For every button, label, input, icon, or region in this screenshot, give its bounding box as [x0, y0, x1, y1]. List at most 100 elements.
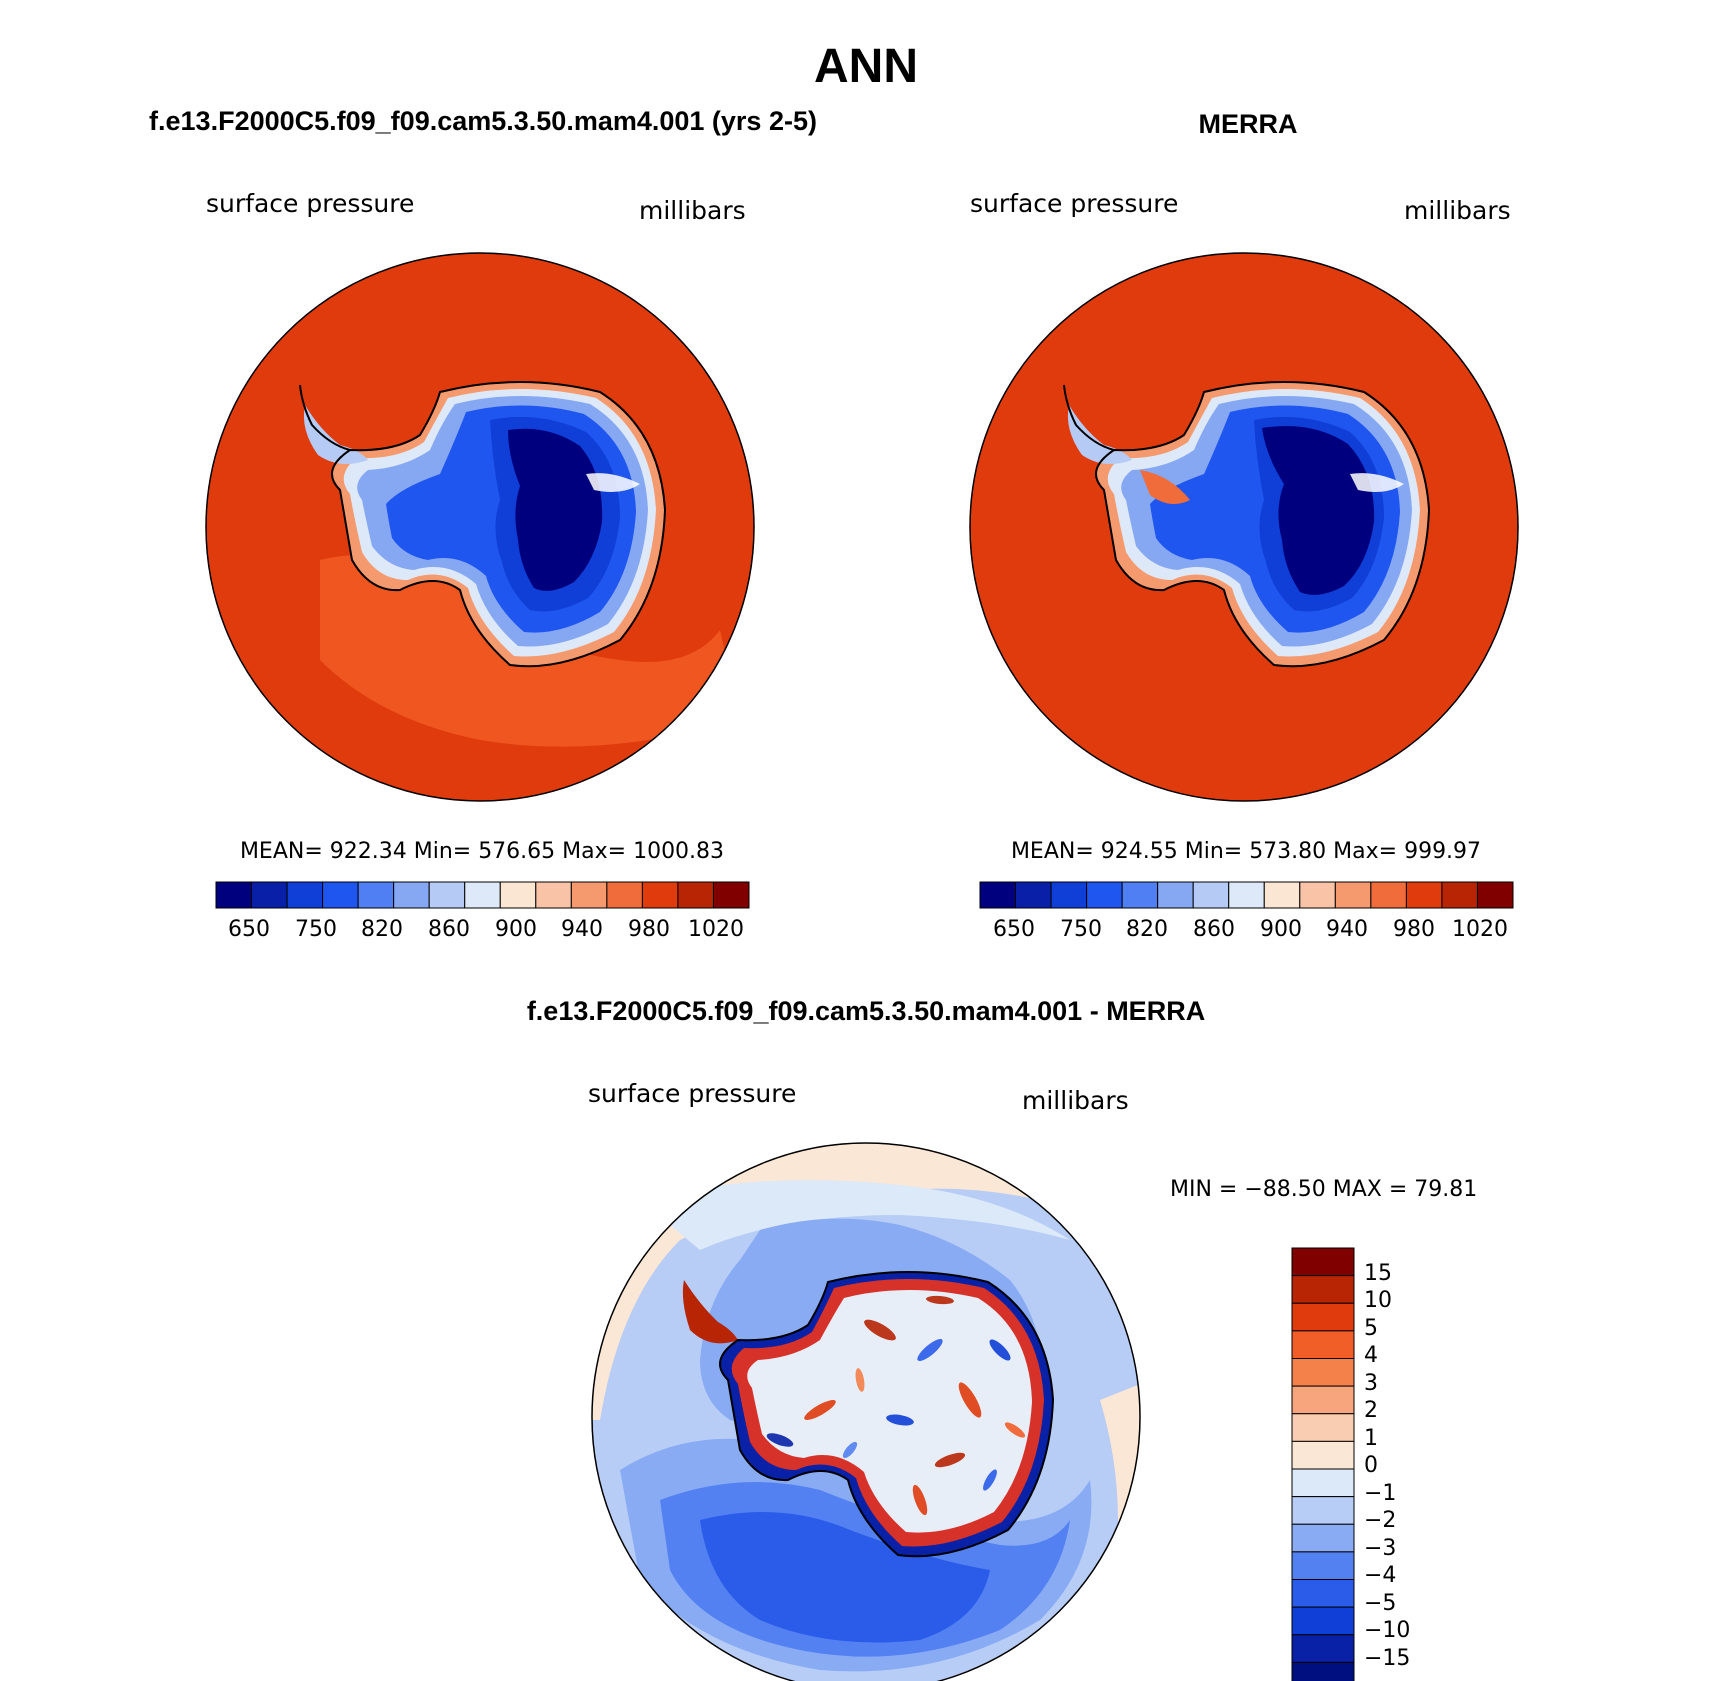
- map-model: [206, 253, 754, 801]
- colorbar-diff-label: 10: [1364, 1288, 1392, 1313]
- panel-obs-title: MERRA: [1199, 109, 1298, 139]
- colorbar-diff-swatch: [1291, 1523, 1355, 1553]
- panel-diff-stats: MIN = −88.50 MAX = 79.81: [1170, 1177, 1477, 1202]
- colorbar-obs-label: 650: [993, 917, 1035, 942]
- colorbar-obs-label: 860: [1193, 917, 1235, 942]
- colorbar-diff-label: −3: [1364, 1536, 1396, 1561]
- colorbar-diff-swatch: [1291, 1551, 1355, 1580]
- panel-diff-units: millibars: [1022, 1086, 1129, 1115]
- figure-title: ANN: [814, 40, 918, 93]
- colorbar-diff-labels: 15 10 5 4 3 2 1 0 −1 −2 −3 −4 −5 −10 −15: [1364, 1261, 1410, 1671]
- antarctica-obs: [1096, 382, 1429, 667]
- colorbar-obs-swatch: [1192, 881, 1230, 909]
- colorbar-diff: [1291, 1247, 1355, 1681]
- colorbar-obs-swatch: [1370, 881, 1407, 909]
- colorbar-model-label: 1020: [688, 917, 744, 942]
- colorbar-diff-label: 2: [1364, 1398, 1378, 1423]
- colorbar-model-swatch: [677, 881, 714, 909]
- panel-model: f.e13.F2000C5.f09_f09.cam5.3.50.mam4.001…: [149, 106, 817, 942]
- colorbar-model-label: 900: [495, 917, 537, 942]
- antarctica-diff: [720, 1272, 1053, 1557]
- colorbar-obs-swatch: [1299, 881, 1336, 909]
- colorbar-diff-label: −2: [1364, 1508, 1396, 1533]
- colorbar-diff-swatch: [1291, 1330, 1355, 1359]
- colorbar-obs-swatch: [1050, 881, 1088, 909]
- colorbar-obs-label: 820: [1126, 917, 1168, 942]
- map-diff: [592, 1143, 1140, 1681]
- colorbar-diff-label: 5: [1364, 1316, 1378, 1341]
- colorbar-model-label: 940: [561, 917, 603, 942]
- colorbar-obs-swatch: [1157, 881, 1194, 909]
- colorbar-obs-swatch: [1441, 881, 1478, 909]
- colorbar-obs-swatch: [1334, 881, 1372, 909]
- colorbar-diff-label: 15: [1364, 1261, 1392, 1286]
- colorbar-obs-swatch: [1263, 881, 1301, 909]
- colorbar-model-label: 820: [361, 917, 403, 942]
- colorbar-model-swatch: [464, 881, 501, 909]
- colorbar-diff-swatch: [1291, 1634, 1355, 1663]
- colorbar-diff-label: −15: [1364, 1646, 1410, 1671]
- colorbar-obs-label: 900: [1260, 917, 1302, 942]
- colorbar-diff-swatch: [1291, 1661, 1355, 1681]
- panel-model-title: f.e13.F2000C5.f09_f09.cam5.3.50.mam4.001…: [149, 106, 817, 136]
- panel-obs-units: millibars: [1404, 196, 1511, 225]
- colorbar-diff-swatch: [1291, 1302, 1355, 1332]
- colorbar-model: [215, 881, 750, 909]
- colorbar-obs-swatch: [1015, 881, 1052, 909]
- colorbar-diff-label: 4: [1364, 1343, 1378, 1368]
- colorbar-obs: [979, 881, 1514, 909]
- colorbar-diff-swatch: [1291, 1358, 1355, 1387]
- panel-diff-variable: surface pressure: [588, 1079, 796, 1108]
- colorbar-diff-swatch: [1291, 1496, 1355, 1525]
- colorbar-diff-swatch: [1291, 1468, 1355, 1498]
- colorbar-diff-label: −4: [1364, 1563, 1396, 1588]
- colorbar-model-swatch: [535, 881, 572, 909]
- colorbar-diff-label: −5: [1364, 1591, 1396, 1616]
- panel-obs-variable: surface pressure: [970, 189, 1178, 218]
- map-obs: [970, 253, 1518, 801]
- panel-obs: MERRA surface pressure millibars MEAN= 9…: [969, 109, 1519, 942]
- colorbar-obs-swatch: [1405, 881, 1443, 909]
- colorbar-model-swatch: [499, 881, 537, 909]
- colorbar-diff-swatch: [1291, 1275, 1355, 1304]
- colorbar-model-labels: 650 750 820 860 900 940 980 1020: [228, 917, 744, 942]
- colorbar-obs-swatch: [979, 881, 1017, 909]
- antarctica-model: [332, 382, 665, 667]
- colorbar-diff-label: 0: [1364, 1453, 1378, 1478]
- colorbar-model-swatch: [215, 881, 253, 909]
- colorbar-obs-swatch: [1121, 881, 1159, 909]
- diff-noise-spots: [766, 1295, 1026, 1516]
- colorbar-diff-swatch: [1291, 1413, 1355, 1442]
- colorbar-model-swatch: [251, 881, 288, 909]
- colorbar-obs-label: 750: [1060, 917, 1102, 942]
- colorbar-obs-swatch: [1228, 881, 1265, 909]
- colorbar-diff-label: −10: [1364, 1618, 1410, 1643]
- colorbar-model-swatch: [322, 881, 359, 909]
- panel-model-stats: MEAN= 922.34 Min= 576.65 Max= 1000.83: [240, 839, 724, 864]
- colorbar-diff-swatch: [1291, 1440, 1355, 1470]
- colorbar-model-swatch: [570, 881, 608, 909]
- panel-model-variable: surface pressure: [206, 189, 414, 218]
- colorbar-model-swatch: [641, 881, 679, 909]
- colorbar-model-swatch: [428, 881, 466, 909]
- panel-model-units: millibars: [639, 196, 746, 225]
- colorbar-model-swatch: [357, 881, 395, 909]
- colorbar-model-label: 750: [295, 917, 337, 942]
- colorbar-obs-swatch: [1086, 881, 1123, 909]
- colorbar-obs-label: 1020: [1452, 917, 1508, 942]
- colorbar-model-swatch: [606, 881, 643, 909]
- colorbar-diff-label: 3: [1364, 1371, 1378, 1396]
- colorbar-model-label: 860: [428, 917, 470, 942]
- colorbar-diff-label: 1: [1364, 1426, 1378, 1451]
- colorbar-model-swatch: [712, 881, 750, 909]
- colorbar-model-label: 650: [228, 917, 270, 942]
- panel-obs-stats: MEAN= 924.55 Min= 573.80 Max= 999.97: [1011, 839, 1481, 864]
- colorbar-diff-swatch: [1291, 1579, 1355, 1608]
- colorbar-obs-label: 980: [1393, 917, 1435, 942]
- colorbar-obs-swatch: [1476, 881, 1514, 909]
- colorbar-model-swatch: [393, 881, 430, 909]
- panel-diff: f.e13.F2000C5.f09_f09.cam5.3.50.mam4.001…: [527, 996, 1477, 1681]
- colorbar-diff-label: −1: [1364, 1481, 1396, 1506]
- colorbar-model-swatch: [286, 881, 324, 909]
